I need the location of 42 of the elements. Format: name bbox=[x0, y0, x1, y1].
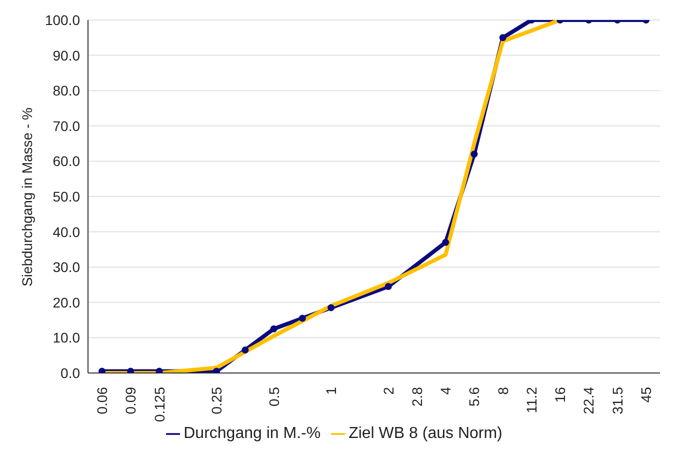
x-tick-label: 11.2 bbox=[523, 386, 540, 414]
x-tick-label: 22.4 bbox=[580, 386, 597, 414]
x-tick-label: 2 bbox=[380, 386, 396, 395]
point bbox=[127, 368, 134, 373]
x-tick-label: 0.5 bbox=[266, 386, 282, 406]
y-tick-label: 60.0 bbox=[52, 153, 80, 170]
point bbox=[242, 346, 249, 354]
y-tick-label: 20.0 bbox=[52, 294, 80, 310]
point bbox=[213, 368, 220, 373]
legend-label: Ziel WB 8 (aus Norm) bbox=[348, 425, 502, 442]
y-tick-label: 90.0 bbox=[52, 47, 80, 64]
point bbox=[499, 34, 506, 42]
y-axis-title: Siebdurchgang in Masse - % bbox=[18, 108, 35, 286]
x-tick-label: 1 bbox=[323, 386, 340, 395]
point bbox=[270, 325, 278, 332]
y-tick-label: 30.0 bbox=[52, 259, 80, 276]
point bbox=[98, 368, 106, 373]
x-tick-label: 31.5 bbox=[609, 386, 626, 414]
point bbox=[156, 368, 163, 373]
x-tick-label: 0.25 bbox=[208, 386, 225, 414]
x-tick-label: 5.6 bbox=[466, 386, 482, 406]
y-tick-label: 70.0 bbox=[52, 118, 80, 134]
point bbox=[442, 238, 450, 246]
y-tick-label: 10.0 bbox=[52, 330, 80, 346]
y-tick-label: 50.0 bbox=[52, 188, 80, 204]
y-tick-label: 100.0 bbox=[44, 12, 80, 28]
x-tick-label: 8 bbox=[494, 386, 511, 395]
x-tick-label: 0.06 bbox=[94, 386, 110, 414]
x-tick-label: 45 bbox=[638, 386, 654, 403]
point bbox=[470, 150, 478, 158]
x-tick-label: 0.125 bbox=[151, 386, 168, 422]
point bbox=[328, 304, 335, 312]
y-tick-label: 80.0 bbox=[52, 82, 80, 99]
point bbox=[298, 314, 306, 322]
legend-label: Durchgang in M.-% bbox=[184, 425, 321, 442]
x-tick-label: 16 bbox=[552, 386, 568, 403]
x-tick-label: 2.8 bbox=[408, 386, 425, 406]
x-tick-label: 0.09 bbox=[122, 386, 139, 414]
x-tick-label: 4 bbox=[438, 386, 454, 395]
point bbox=[384, 283, 392, 290]
y-tick-label: 40.0 bbox=[52, 224, 80, 240]
y-tick-label: 0.0 bbox=[60, 364, 80, 381]
